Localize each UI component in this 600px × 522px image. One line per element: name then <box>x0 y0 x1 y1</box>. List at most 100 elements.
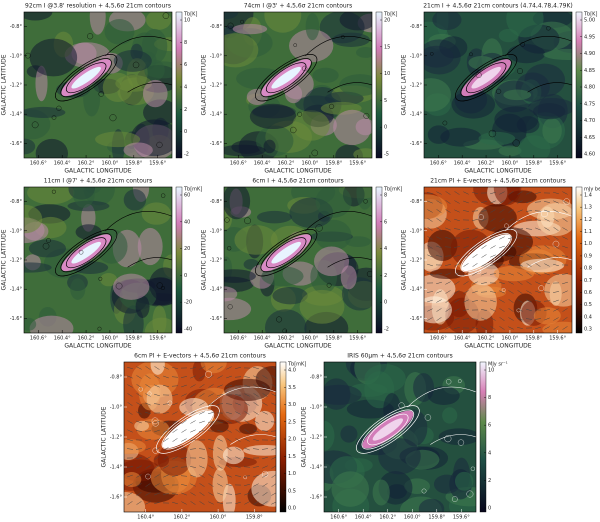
emission-blob <box>255 410 275 431</box>
colorbar-tick-label: 10 <box>184 18 190 24</box>
colorbar-unit: Tb[K] <box>583 12 597 18</box>
e-vector <box>436 281 442 285</box>
x-tick-label: 160.6° <box>30 336 47 342</box>
e-vector <box>526 308 532 312</box>
e-vector <box>508 299 514 303</box>
e-vector <box>217 429 223 433</box>
e-vector <box>181 447 187 451</box>
e-vector <box>262 384 268 388</box>
e-vector <box>472 254 478 258</box>
e-vector <box>427 218 433 222</box>
e-vector <box>481 201 487 203</box>
emission-blob <box>251 470 276 507</box>
e-vector <box>136 411 142 415</box>
e-vector <box>562 326 568 330</box>
e-vector <box>244 492 250 496</box>
e-vector <box>445 299 451 303</box>
colorbar <box>479 361 487 513</box>
e-vector <box>217 375 223 379</box>
emission-blob <box>517 135 551 158</box>
e-vector <box>262 411 268 415</box>
emission-blob <box>292 110 330 141</box>
e-vector <box>199 402 205 406</box>
colorbar-tick-label: -40 <box>184 327 192 333</box>
colorbar-tick-label: 2 <box>384 273 387 279</box>
contour <box>167 400 173 406</box>
e-vector <box>154 438 160 442</box>
y-tick-label: -1.2° <box>10 258 23 264</box>
panel-title: 92cm I @3.8' resolution + 4,5,6σ 21cm co… <box>25 3 171 10</box>
contour <box>60 58 112 98</box>
e-vector <box>154 375 160 379</box>
e-vector <box>208 412 214 414</box>
emission-blob <box>454 471 474 491</box>
e-vector <box>181 411 187 415</box>
y-axis-label: GALACTIC LATITUDE <box>101 406 108 467</box>
e-vector <box>544 272 550 276</box>
e-vector <box>198 448 206 450</box>
panel-title: 74cm I @3' + 4,5,6σ 21cm contours <box>244 3 353 10</box>
colorbar <box>575 186 583 334</box>
e-vector <box>463 191 469 195</box>
e-vector <box>535 272 541 276</box>
e-vector <box>217 474 223 478</box>
y-tick-label: -1.6° <box>310 495 323 501</box>
contour <box>55 229 118 277</box>
colorbar-tick-label: 40 <box>184 219 190 225</box>
contour <box>51 189 56 194</box>
e-vector <box>481 309 487 311</box>
e-vector <box>127 501 133 505</box>
contour <box>340 35 345 39</box>
e-vector <box>154 492 160 496</box>
x-tick-label: 160.4° <box>254 161 271 167</box>
e-vector <box>145 492 151 496</box>
emission-blob <box>264 309 307 333</box>
emission-blob <box>543 48 572 60</box>
emission-blob <box>142 79 168 108</box>
emission-blob <box>24 138 36 155</box>
e-vector <box>163 447 169 451</box>
emission-blob <box>544 273 572 307</box>
colorbar-tick-label: 4.0 <box>288 368 296 374</box>
colorbar-tick-label: 4.80 <box>584 85 595 91</box>
e-vector <box>535 263 541 267</box>
e-vector <box>244 484 250 486</box>
panel: 21cm PI + E-vectors + 4,5,6σ 21cm contou… <box>401 178 600 350</box>
e-vector <box>535 192 541 194</box>
colorbar-unit: Tb[mK] <box>287 362 306 368</box>
e-vector <box>526 281 532 285</box>
e-vector <box>244 438 250 442</box>
e-vector <box>499 308 505 312</box>
emission-blob <box>95 131 141 148</box>
contour <box>451 496 458 502</box>
e-vector <box>526 210 532 212</box>
e-vector <box>181 457 187 459</box>
contour <box>276 316 283 323</box>
e-vector <box>154 465 160 469</box>
contour <box>487 255 495 264</box>
e-vector <box>562 308 568 312</box>
e-vector <box>253 492 259 496</box>
e-vector <box>190 474 196 478</box>
e-vector <box>136 384 142 388</box>
contour <box>469 52 473 57</box>
e-vector <box>445 227 451 231</box>
emission-blob <box>427 386 460 405</box>
e-vector <box>526 290 532 294</box>
e-vector <box>553 291 559 293</box>
e-vector <box>436 209 442 213</box>
e-vector <box>208 366 214 370</box>
e-vector <box>526 299 532 303</box>
emission-blob <box>418 498 445 512</box>
emission-blob <box>123 142 153 158</box>
x-tick-label: 160.2° <box>278 161 295 167</box>
e-vector <box>253 466 259 468</box>
e-vector <box>508 317 514 321</box>
e-vector <box>162 493 170 495</box>
x-tick-label: 160.0° <box>210 515 227 521</box>
emission-blob <box>24 262 52 273</box>
contour <box>315 224 323 232</box>
panel: 6cm PI + E-vectors + 4,5,6σ 21cm contour… <box>101 353 307 522</box>
y-tick-label: -0.8° <box>310 375 323 381</box>
e-vector <box>562 191 568 195</box>
